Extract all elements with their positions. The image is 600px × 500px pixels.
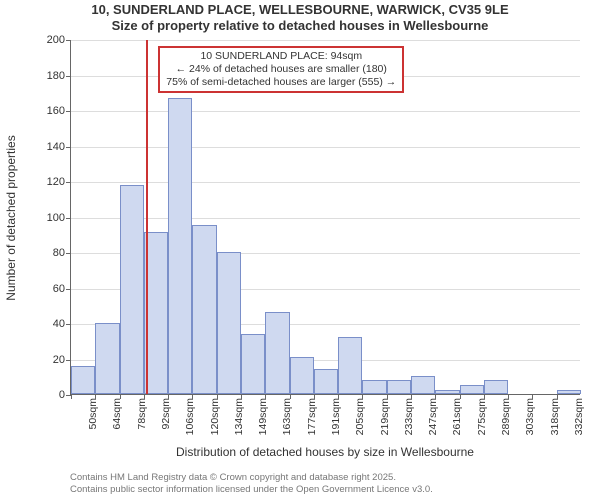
ytick-label: 20 bbox=[53, 354, 71, 366]
xtick-label: 78sqm bbox=[136, 394, 148, 430]
xtick-label: 106sqm bbox=[184, 394, 196, 435]
xtick-mark bbox=[435, 394, 436, 399]
y-axis-label: Number of detached properties bbox=[4, 135, 18, 300]
property-size-chart: 10, SUNDERLAND PLACE, WELLESBOURNE, WARW… bbox=[0, 0, 600, 500]
footer-attribution: Contains HM Land Registry data © Crown c… bbox=[70, 472, 433, 496]
callout-box: 10 SUNDERLAND PLACE: 94sqm← 24% of detac… bbox=[158, 46, 404, 93]
xtick-label: 275sqm bbox=[476, 394, 488, 435]
histogram-bar bbox=[484, 380, 508, 394]
xtick-mark bbox=[217, 394, 218, 399]
xtick-mark bbox=[484, 394, 485, 399]
footer-line2: Contains public sector information licen… bbox=[70, 484, 433, 496]
ytick-label: 120 bbox=[47, 176, 71, 188]
xtick-mark bbox=[557, 394, 558, 399]
property-marker-line bbox=[146, 40, 148, 394]
plot-area: 02040608010012014016018020050sqm64sqm78s… bbox=[70, 40, 580, 395]
x-axis-label: Distribution of detached houses by size … bbox=[70, 445, 580, 459]
xtick-label: 332sqm bbox=[573, 394, 585, 435]
histogram-bar bbox=[168, 98, 192, 394]
ytick-label: 40 bbox=[53, 318, 71, 330]
histogram-bar bbox=[460, 385, 484, 394]
histogram-bar bbox=[95, 323, 119, 394]
xtick-label: 303sqm bbox=[524, 394, 536, 435]
ytick-label: 100 bbox=[47, 212, 71, 224]
histogram-bar bbox=[265, 312, 289, 394]
xtick-label: 247sqm bbox=[427, 394, 439, 435]
xtick-label: 205sqm bbox=[354, 394, 366, 435]
xtick-label: 289sqm bbox=[500, 394, 512, 435]
xtick-mark bbox=[265, 394, 266, 399]
xtick-label: 50sqm bbox=[87, 394, 99, 430]
histogram-bar bbox=[362, 380, 386, 394]
histogram-bar bbox=[290, 357, 314, 394]
xtick-label: 134sqm bbox=[233, 394, 245, 435]
histogram-bar bbox=[338, 337, 362, 394]
xtick-label: 163sqm bbox=[281, 394, 293, 435]
xtick-mark bbox=[71, 394, 72, 399]
xtick-label: 261sqm bbox=[451, 394, 463, 435]
histogram-bar bbox=[192, 225, 216, 394]
chart-title-block: 10, SUNDERLAND PLACE, WELLESBOURNE, WARW… bbox=[0, 2, 600, 35]
xtick-mark bbox=[411, 394, 412, 399]
xtick-label: 219sqm bbox=[379, 394, 391, 435]
xtick-mark bbox=[314, 394, 315, 399]
xtick-label: 318sqm bbox=[549, 394, 561, 435]
histogram-bar bbox=[387, 380, 411, 394]
xtick-mark bbox=[120, 394, 121, 399]
chart-title-line1: 10, SUNDERLAND PLACE, WELLESBOURNE, WARW… bbox=[0, 2, 600, 18]
ytick-label: 140 bbox=[47, 141, 71, 153]
xtick-mark bbox=[95, 394, 96, 399]
histogram-bar bbox=[411, 376, 435, 394]
histogram-bar bbox=[71, 366, 95, 394]
xtick-mark bbox=[338, 394, 339, 399]
ytick-label: 160 bbox=[47, 105, 71, 117]
xtick-mark bbox=[362, 394, 363, 399]
ytick-label: 80 bbox=[53, 247, 71, 259]
ytick-label: 0 bbox=[59, 389, 71, 401]
xtick-mark bbox=[387, 394, 388, 399]
callout-line3: 75% of semi-detached houses are larger (… bbox=[166, 76, 396, 89]
ytick-label: 60 bbox=[53, 283, 71, 295]
xtick-label: 233sqm bbox=[403, 394, 415, 435]
xtick-label: 191sqm bbox=[330, 394, 342, 435]
xtick-label: 64sqm bbox=[111, 394, 123, 430]
ytick-label: 200 bbox=[47, 34, 71, 46]
chart-title-line2: Size of property relative to detached ho… bbox=[0, 18, 600, 34]
callout-line1: 10 SUNDERLAND PLACE: 94sqm bbox=[166, 50, 396, 63]
histogram-bar bbox=[217, 252, 241, 394]
xtick-mark bbox=[532, 394, 533, 399]
xtick-mark bbox=[460, 394, 461, 399]
histogram-bar bbox=[314, 369, 338, 394]
callout-line2: ← 24% of detached houses are smaller (18… bbox=[166, 63, 396, 76]
footer-line1: Contains HM Land Registry data © Crown c… bbox=[70, 472, 433, 484]
xtick-label: 92sqm bbox=[160, 394, 172, 430]
histogram-bar bbox=[241, 334, 265, 394]
xtick-mark bbox=[290, 394, 291, 399]
histogram-bar bbox=[120, 185, 144, 394]
ytick-label: 180 bbox=[47, 70, 71, 82]
xtick-mark bbox=[508, 394, 509, 399]
xtick-mark bbox=[241, 394, 242, 399]
xtick-mark bbox=[168, 394, 169, 399]
xtick-mark bbox=[144, 394, 145, 399]
xtick-label: 149sqm bbox=[257, 394, 269, 435]
xtick-label: 120sqm bbox=[209, 394, 221, 435]
xtick-mark bbox=[192, 394, 193, 399]
xtick-label: 177sqm bbox=[306, 394, 318, 435]
